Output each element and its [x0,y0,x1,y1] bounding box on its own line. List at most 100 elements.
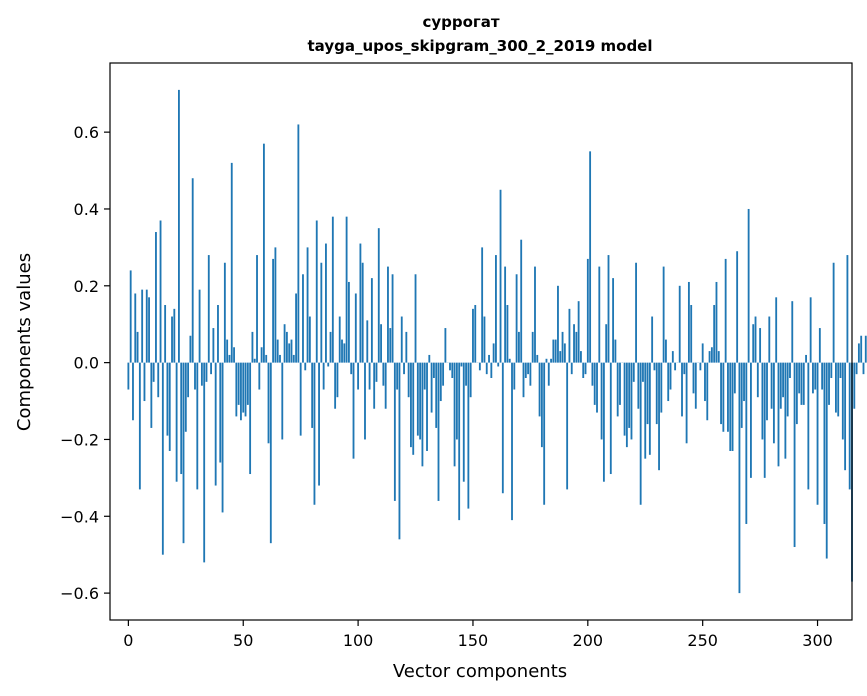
bar [331,216,334,363]
bar [639,362,642,505]
bar [540,362,543,448]
bar [145,289,148,363]
bar [855,362,858,375]
bar [155,232,157,363]
bar [846,255,849,363]
bar [283,324,286,363]
bar [740,362,743,428]
bar [407,362,410,398]
bar [223,262,226,363]
bar [720,362,722,425]
chart-title-line-2: tayga_upos_skipgram_300_2_2019 model [308,37,653,55]
y-tick-label: 0.6 [74,123,99,142]
bar [233,347,235,363]
bar [455,362,458,440]
bar [547,362,550,386]
bar [818,328,821,363]
bar [297,124,300,363]
bar [508,358,511,363]
bar [205,362,208,382]
bar [189,335,192,363]
bar [308,316,311,363]
bar [862,362,865,375]
bar [347,281,350,363]
bar [164,305,167,363]
bar [414,274,417,363]
bar [387,266,389,363]
bar [279,354,281,363]
x-tick-label: 200 [573,631,604,650]
x-tick-label: 50 [233,631,253,650]
bar [217,305,219,363]
bar [557,285,559,363]
bar [651,316,654,363]
bar [288,343,291,363]
bar [798,362,801,394]
bar [694,362,697,409]
bar [729,362,732,451]
x-tick-label: 100 [343,631,374,650]
bar [393,362,396,501]
bar [488,354,490,363]
bar [359,243,362,363]
bar [419,362,422,440]
bar [258,362,261,390]
bar [400,316,403,363]
bar [662,266,665,363]
bar [389,328,392,363]
bar [451,362,454,378]
bar [327,362,330,367]
bar [194,362,196,390]
bar [598,266,601,363]
bar [520,239,523,363]
bar [511,362,513,521]
bar [584,362,587,375]
bar [674,362,677,371]
bar [428,354,431,363]
bar [745,362,748,524]
bar [777,362,780,467]
bar [614,339,617,363]
bar [325,243,327,363]
bar [497,362,500,367]
bar [449,362,451,371]
bar [276,339,279,363]
bar [435,362,438,428]
bar [285,331,288,363]
bar [582,362,585,378]
bar [782,362,784,398]
bar [795,362,798,425]
bar [619,362,621,405]
bar [281,362,284,440]
bar [772,362,775,444]
bar [786,362,789,417]
bar [398,362,401,540]
bar [370,278,373,363]
bar [322,362,325,390]
bar [529,362,532,386]
bar [653,362,656,371]
bar [699,362,702,371]
bar [253,358,256,363]
bar [800,362,803,405]
bar [750,362,752,478]
bar [274,247,277,363]
bar [577,301,580,363]
bar [658,362,660,471]
bar [671,351,674,363]
bar [504,266,507,363]
bar [265,354,268,363]
bar [575,331,578,363]
bar [290,339,293,363]
y-tick-label: −0.2 [60,430,99,449]
bar [373,362,376,409]
bar [835,362,837,413]
bar [573,324,575,363]
bar [586,258,589,363]
bar [561,331,564,363]
bar [412,362,415,455]
bar [200,362,203,386]
bar [161,362,164,555]
bar [444,328,447,363]
